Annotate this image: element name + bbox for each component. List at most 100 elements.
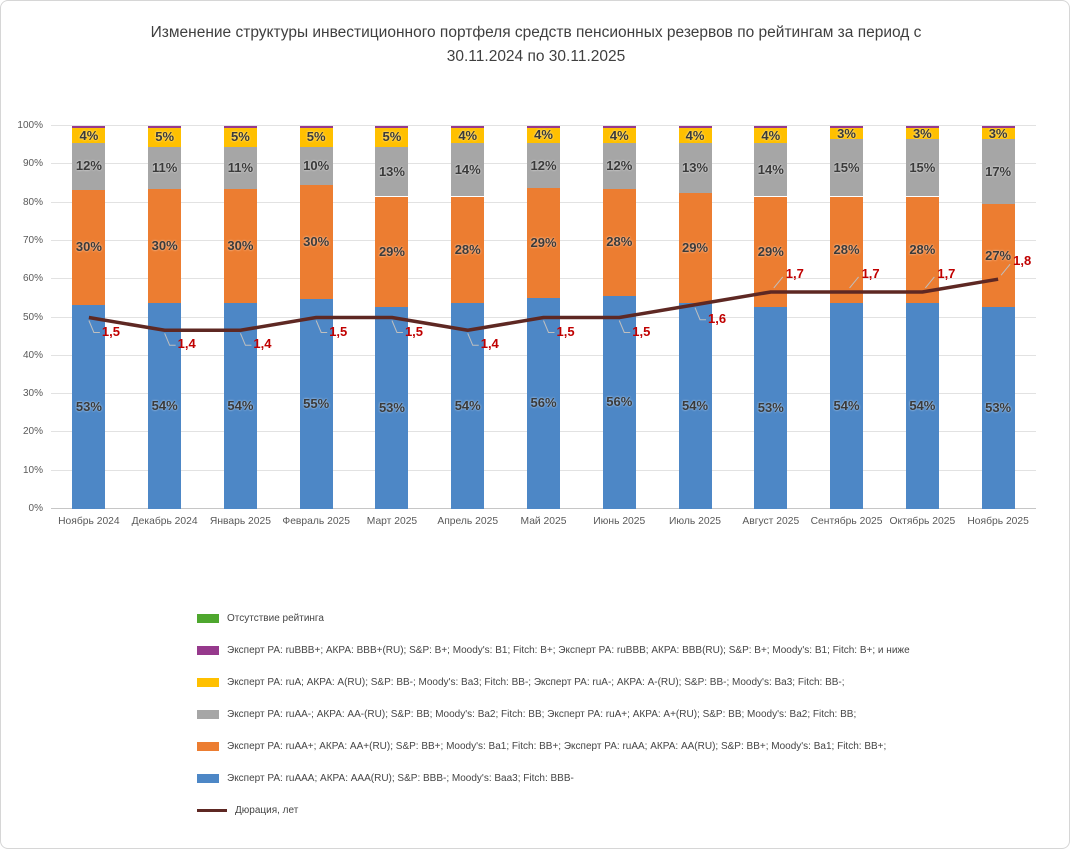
bar-segment-purple bbox=[678, 126, 712, 128]
yellow-legend-swatch bbox=[197, 678, 219, 687]
legend-item: Эксперт РА: ruAA-; АКРА: AA-(RU); S&P: B… bbox=[197, 709, 910, 720]
y-tick-label: 90% bbox=[22, 158, 43, 170]
legend-item-label: Эксперт РА: ruAA-; АКРА: AA-(RU); S&P: B… bbox=[227, 709, 857, 720]
bar-value-label: 3% bbox=[912, 125, 932, 141]
bar-value-label: 29% bbox=[378, 243, 405, 259]
bar-value-label: 30% bbox=[75, 239, 102, 255]
bar-segment-gray bbox=[72, 143, 106, 190]
legend-item: Дюрация, лет bbox=[197, 805, 910, 816]
duration-value-label: 1,5 bbox=[101, 323, 120, 339]
gray-legend-swatch bbox=[197, 710, 219, 719]
y-tick-label: 70% bbox=[22, 234, 43, 246]
bar-segment-gray bbox=[830, 139, 864, 197]
bar-segment-blue bbox=[830, 303, 864, 509]
bar-value-label: 10% bbox=[303, 158, 330, 173]
bar-segment-purple bbox=[830, 126, 864, 128]
blue-legend-swatch bbox=[197, 774, 219, 783]
legend-item-label: Эксперт РА: ruAA+; АКРА: AA+(RU); S&P: B… bbox=[227, 741, 887, 752]
bar-segment-gray bbox=[527, 142, 560, 189]
bar-segment-yellow bbox=[830, 127, 864, 140]
legend-item: Эксперт РА: ruAAA; АКРА: AAA(RU); S&P: B… bbox=[197, 773, 910, 784]
bar-segment-yellow bbox=[223, 127, 257, 147]
bar-segment-gray bbox=[375, 146, 409, 197]
duration-value-label: 1,7 bbox=[861, 265, 880, 281]
bar-value-label: 53% bbox=[985, 400, 1012, 415]
bar-segment-gray bbox=[299, 146, 333, 186]
bar-segment-yellow bbox=[905, 127, 939, 140]
bar-value-label: 15% bbox=[833, 159, 860, 175]
bar-value-label: 56% bbox=[530, 395, 557, 411]
bar-segment-gray bbox=[678, 143, 712, 193]
bar-value-label: 4% bbox=[79, 127, 99, 143]
line-legend-swatch bbox=[197, 809, 227, 812]
duration-value-label: 1,5 bbox=[404, 323, 424, 339]
bar-value-label: 4% bbox=[458, 127, 478, 143]
bar-segment-blue bbox=[375, 307, 409, 509]
bar-value-label: 11% bbox=[151, 159, 178, 175]
bar-value-label: 3% bbox=[988, 125, 1008, 141]
bar-value-label: 28% bbox=[606, 234, 633, 250]
bar-segment-yellow bbox=[72, 127, 106, 144]
bar-value-label: 27% bbox=[985, 247, 1012, 263]
duration-value-label: 1,8 bbox=[1013, 253, 1032, 269]
legend-item-label: Эксперт РА: ruAAA; АКРА: AAA(RU); S&P: B… bbox=[227, 773, 574, 784]
x-tick-label: Ноябрь 2024 bbox=[58, 516, 120, 527]
bar-segment-gray bbox=[905, 139, 939, 197]
x-tick-label: Декабрь 2024 bbox=[131, 516, 198, 527]
bar-segment-yellow bbox=[527, 127, 560, 143]
x-tick-label: Февраль 2025 bbox=[282, 516, 350, 527]
y-tick-label: 30% bbox=[22, 388, 43, 400]
bar-segment-yellow bbox=[299, 127, 333, 147]
bar-segment-purple bbox=[299, 126, 333, 128]
bar-segment-purple bbox=[602, 126, 636, 128]
y-tick-label: 20% bbox=[22, 426, 43, 438]
orange-legend-swatch bbox=[197, 742, 219, 751]
bar-segment-purple bbox=[223, 126, 257, 128]
bar-segment-gray bbox=[148, 146, 182, 189]
duration-value-label: 1,5 bbox=[632, 323, 651, 339]
bar-segment-blue bbox=[905, 303, 939, 509]
bar-segment-gray bbox=[981, 139, 1015, 205]
duration-value-label: 1,5 bbox=[329, 323, 348, 339]
bar-value-label: 54% bbox=[833, 398, 860, 414]
x-tick-label: Июнь 2025 bbox=[593, 516, 646, 527]
legend-item-label: Отсутствие рейтинга bbox=[227, 613, 324, 624]
bar-value-label: 28% bbox=[454, 241, 481, 257]
bar-value-label: 12% bbox=[75, 158, 102, 174]
y-tick-label: 0% bbox=[28, 503, 43, 514]
duration-value-label: 1,7 bbox=[937, 265, 956, 281]
bar-segment-purple bbox=[981, 126, 1015, 128]
legend-item: Эксперт РА: ruAA+; АКРА: AA+(RU); S&P: B… bbox=[197, 741, 910, 752]
bar-value-label: 54% bbox=[909, 398, 936, 414]
bar-value-label: 11% bbox=[227, 159, 254, 175]
bar-segment-purple bbox=[451, 126, 485, 128]
legend-item: Отсутствие рейтинга bbox=[197, 613, 910, 624]
purple-legend-swatch bbox=[197, 646, 219, 655]
bar-value-label: 30% bbox=[303, 234, 330, 250]
bar-value-label: 30% bbox=[227, 238, 254, 254]
bar-value-label: 15% bbox=[909, 159, 936, 175]
duration-value-label: 1,4 bbox=[177, 336, 196, 352]
bar-value-label: 54% bbox=[454, 398, 481, 414]
y-tick-label: 50% bbox=[22, 311, 43, 323]
bar-segment-purple bbox=[754, 126, 788, 128]
bar-value-label: 54% bbox=[682, 398, 709, 414]
bar-segment-blue bbox=[299, 299, 333, 509]
bar-value-label: 4% bbox=[534, 127, 553, 143]
bar-value-label: 55% bbox=[303, 396, 330, 412]
x-tick-label: Ноябрь 2025 bbox=[967, 516, 1029, 527]
bar-value-label: 3% bbox=[837, 125, 856, 141]
x-tick-label: Май 2025 bbox=[520, 516, 567, 527]
green-legend-swatch bbox=[197, 614, 219, 623]
bar-segment-purple bbox=[527, 126, 560, 128]
y-tick-label: 100% bbox=[17, 120, 43, 131]
bar-value-label: 56% bbox=[606, 394, 633, 410]
bar-value-label: 4% bbox=[685, 127, 705, 143]
bar-value-label: 30% bbox=[151, 238, 178, 254]
legend-item-label: Эксперт РА: ruA; АКРА: A(RU); S&P: BB-; … bbox=[227, 677, 845, 688]
bar-value-label: 54% bbox=[227, 398, 254, 414]
bar-value-label: 14% bbox=[757, 161, 784, 177]
chart-title: Изменение структуры инвестиционного порт… bbox=[150, 24, 922, 66]
bar-value-label: 53% bbox=[75, 398, 102, 414]
